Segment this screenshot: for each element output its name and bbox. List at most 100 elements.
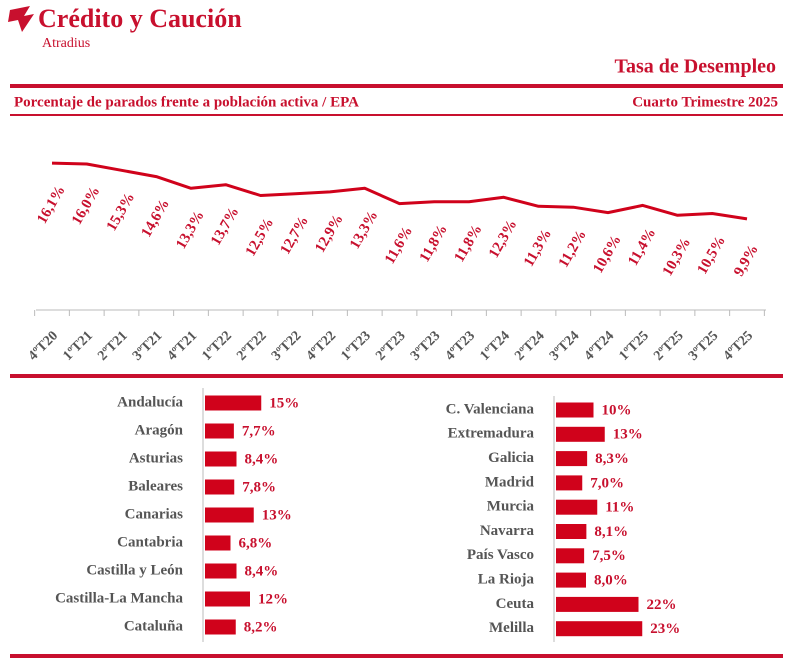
value-label: 13,3% — [173, 208, 207, 252]
bar — [556, 451, 588, 467]
region-label: Cataluña — [124, 618, 184, 634]
x-tick-label: 2ºT21 — [95, 328, 130, 363]
region-label: Extremadura — [448, 426, 535, 442]
value-label: 10,3% — [660, 235, 694, 279]
value-label: 12,3% — [486, 217, 520, 261]
period: Cuarto Trimestre 2025 — [632, 94, 778, 110]
region-label: Ceuta — [496, 596, 535, 612]
value-label: 9,9% — [731, 242, 762, 279]
x-tick-label: 4ºT22 — [304, 328, 339, 363]
region-label: Castilla y León — [86, 562, 183, 578]
bar — [556, 499, 598, 515]
value-label: 10% — [602, 402, 632, 418]
value-label: 10,6% — [590, 232, 624, 276]
region-label: Melilla — [489, 620, 534, 636]
x-tick-label: 3ºT21 — [130, 328, 165, 363]
x-tick-label: 1ºT25 — [617, 328, 652, 363]
value-label: 13,3% — [347, 208, 381, 252]
bar — [205, 451, 237, 467]
region-label: C. Valenciana — [446, 401, 535, 417]
region-label: Aragón — [135, 422, 184, 438]
region-label: Murcia — [487, 499, 535, 515]
x-tick-label: 2ºT25 — [651, 328, 686, 363]
x-tick-label: 2ºT24 — [512, 328, 547, 363]
value-label: 12% — [258, 591, 288, 607]
value-label: 13,7% — [208, 205, 242, 249]
x-tick-label: 4ºT25 — [721, 328, 756, 363]
bar — [205, 591, 250, 607]
value-label: 13% — [613, 427, 643, 443]
bar — [556, 426, 605, 442]
x-tick-label: 3ºT22 — [269, 328, 304, 363]
subtitle: Porcentaje de parados frente a población… — [14, 94, 359, 110]
bar — [556, 548, 585, 564]
region-label: Castilla-La Mancha — [55, 590, 183, 606]
bar — [205, 535, 231, 551]
value-label: 15% — [269, 395, 299, 411]
value-label: 11% — [605, 500, 634, 516]
region-label: Asturias — [129, 450, 183, 466]
x-tick-label: 1ºT24 — [478, 328, 513, 363]
value-label: 16,0% — [69, 184, 103, 228]
value-label: 10,5% — [695, 233, 729, 277]
x-tick-label: 4ºT23 — [443, 328, 478, 363]
value-label: 12,7% — [278, 214, 312, 258]
value-label: 8,4% — [245, 451, 279, 467]
x-tick-label: 2ºT22 — [234, 328, 269, 363]
bar — [556, 524, 587, 539]
x-tick-label: 4ºT24 — [582, 328, 617, 363]
bar — [556, 402, 594, 418]
region-label: Andalucía — [117, 394, 183, 410]
region-label: Navarra — [480, 523, 535, 539]
value-label: 13% — [262, 507, 292, 523]
value-label: 12,5% — [243, 215, 277, 259]
bar — [556, 475, 583, 491]
value-label: 7,0% — [590, 475, 624, 491]
bar — [205, 423, 234, 439]
logo-icon — [8, 6, 34, 32]
value-label: 11,8% — [417, 222, 451, 265]
value-label: 8,4% — [245, 563, 279, 579]
region-label: Canarias — [125, 506, 184, 522]
region-label: Galicia — [488, 450, 534, 466]
x-tick-label: 2ºT23 — [373, 328, 408, 363]
value-label: 15,3% — [104, 190, 138, 234]
region-label: La Rioja — [478, 572, 535, 588]
bar — [205, 563, 237, 579]
value-label: 8,2% — [244, 619, 278, 635]
bar — [205, 507, 254, 523]
x-tick-label: 1ºT22 — [200, 328, 235, 363]
value-label: 11,3% — [521, 227, 555, 270]
value-label: 7,8% — [242, 479, 276, 495]
value-label: 14,6% — [139, 196, 173, 240]
bar — [556, 572, 586, 588]
value-label: 7,7% — [242, 423, 276, 439]
brand: Crédito y Caución — [38, 4, 242, 33]
value-label: 8,0% — [594, 573, 628, 589]
x-tick-label: 4ºT21 — [165, 328, 200, 363]
value-label: 16,1% — [34, 183, 68, 227]
bar — [205, 395, 262, 411]
value-label: 6,8% — [239, 535, 273, 551]
bar — [205, 479, 235, 495]
value-label: 12,9% — [312, 212, 346, 256]
x-tick-label: 1ºT23 — [339, 328, 374, 363]
value-label: 7,5% — [592, 548, 626, 564]
value-label: 8,3% — [595, 451, 629, 467]
x-tick-label: 4ºT20 — [26, 328, 61, 363]
region-label: Madrid — [485, 474, 535, 490]
region-label: Cantabria — [117, 534, 183, 550]
x-tick-label: 1ºT21 — [61, 328, 96, 363]
sub-brand: Atradius — [42, 36, 90, 51]
title: Tasa de Desempleo — [615, 56, 776, 78]
bar — [556, 621, 643, 637]
x-tick-label: 3ºT23 — [408, 328, 443, 363]
value-label: 11,4% — [625, 226, 659, 269]
line — [51, 161, 748, 221]
value-label: 23% — [650, 621, 680, 637]
region-label: País Vasco — [467, 547, 534, 563]
bar — [205, 619, 236, 635]
value-label: 22% — [647, 597, 677, 613]
x-tick-label: 3ºT24 — [547, 328, 582, 363]
